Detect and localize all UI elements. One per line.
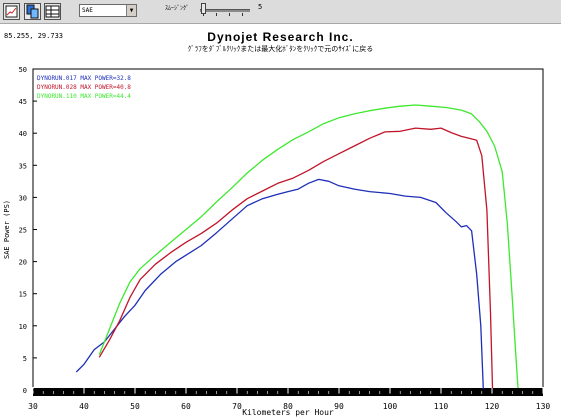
- smoothing-slider-thumb[interactable]: [201, 3, 206, 14]
- x-tick-label: 30: [28, 402, 38, 411]
- y-tick-label: 5: [23, 355, 27, 363]
- copy-button[interactable]: [24, 3, 41, 20]
- table-icon: [45, 5, 60, 18]
- cursor-readout: 85.255, 29.733: [4, 32, 64, 40]
- y-tick-label: 20: [19, 259, 27, 267]
- x-tick-label: 70: [232, 402, 242, 411]
- x-tick-label: 120: [485, 402, 500, 411]
- y-tick-label: 30: [19, 194, 27, 202]
- x-tick-label: 100: [383, 402, 398, 411]
- x-tick-label: 130: [536, 402, 551, 411]
- legend-entry: DYNORUN.017 MAX POWER=32.8: [37, 75, 131, 82]
- legend-entry: DYNORUN.110 MAX POWER=44.4: [37, 93, 131, 100]
- plot-area: [32, 68, 544, 391]
- slider-tick: [216, 13, 217, 16]
- copy-icon: [26, 4, 39, 19]
- y-tick-label: 40: [19, 130, 27, 138]
- y-tick-label: 45: [19, 98, 27, 106]
- toolbar: SAE ▼ ｽﾑｰｼﾞﾝｸﾞ 5: [0, 0, 561, 24]
- y-axis-label: SAE Power (PS): [3, 200, 11, 259]
- correction-select-value: SAE: [82, 7, 93, 14]
- x-tick-label: 110: [434, 402, 449, 411]
- x-tick-label: 60: [181, 402, 191, 411]
- y-tick-label: 15: [19, 291, 27, 299]
- chart-title: Dynojet Research Inc.: [207, 30, 354, 44]
- chevron-down-icon[interactable]: ▼: [126, 5, 136, 16]
- y-tick-label: 50: [19, 66, 27, 74]
- legend-entry: DYNORUN.028 MAX POWER=40.8: [37, 84, 131, 91]
- x-axis-label: Kilometers per Hour: [242, 408, 334, 417]
- chart-subtitle: ｸﾞﾗﾌをﾀﾞﾌﾞﾙｸﾘｯｸまたは最大化ﾎﾞﾀﾝをｸﾘｯｸで元のｻｲｽﾞに戻る: [187, 45, 374, 53]
- y-tick-label: 0: [23, 387, 27, 395]
- slider-tick: [242, 13, 243, 16]
- y-tick-label: 35: [19, 162, 27, 170]
- smoothing-slider[interactable]: [200, 9, 250, 12]
- slider-tick: [229, 13, 230, 16]
- y-tick-label: 25: [19, 227, 27, 235]
- smoothing-value: 5: [258, 3, 263, 11]
- series-line: [98, 104, 519, 389]
- smoothing-label: ｽﾑｰｼﾞﾝｸﾞ: [165, 5, 190, 12]
- correction-select[interactable]: SAE ▼: [79, 4, 137, 17]
- y-tick-label: 10: [19, 323, 27, 331]
- series-line: [98, 127, 494, 389]
- x-tick-label: 40: [79, 402, 89, 411]
- slider-tick: [203, 13, 204, 16]
- graph-view-button[interactable]: [3, 3, 20, 20]
- x-tick-label: 50: [130, 402, 140, 411]
- graph-icon: [5, 5, 18, 18]
- x-tick-label: 90: [334, 402, 344, 411]
- table-view-button[interactable]: [44, 3, 61, 20]
- series-line: [75, 178, 484, 389]
- x-tick-label: 80: [283, 402, 293, 411]
